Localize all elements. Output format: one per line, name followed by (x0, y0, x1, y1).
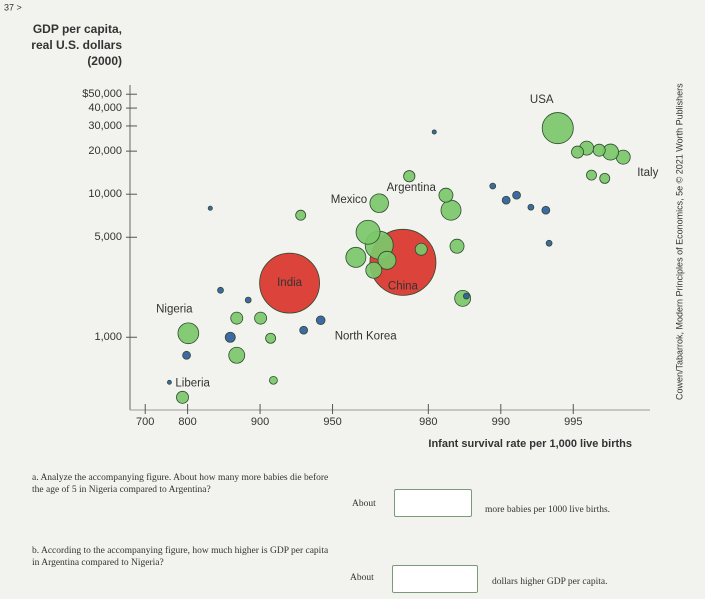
bubble (501, 195, 511, 205)
country-label: Liberia (175, 377, 210, 389)
bubble (207, 205, 213, 211)
bubble (369, 193, 389, 213)
x-tick-label: 990 (492, 416, 510, 428)
bubble (586, 169, 597, 181)
y-axis-label: (2000) (87, 54, 122, 68)
bubble (449, 238, 465, 254)
bubble (228, 346, 246, 364)
country-label: North Korea (335, 330, 398, 342)
bubble (377, 250, 397, 270)
x-tick-label: 980 (419, 416, 437, 428)
x-axis-label: Infant survival rate per 1,000 live birt… (428, 438, 632, 450)
question-b: b. According to the accompanying figure,… (32, 546, 329, 569)
bubble (512, 190, 521, 200)
y-tick-label: 30,000 (88, 120, 122, 132)
y-tick-label: 5,000 (94, 231, 122, 243)
bubble (315, 315, 326, 325)
country-label: USA (530, 94, 554, 106)
y-tick-label: 40,000 (88, 102, 122, 114)
country-label: Argentina (387, 182, 437, 194)
country-label: Nigeria (156, 303, 193, 315)
y-axis-label: GDP per capita, (33, 22, 122, 36)
answer-prefix: About (350, 573, 374, 583)
answer-input[interactable] (392, 565, 478, 593)
bubble (463, 292, 470, 300)
bubble (414, 242, 428, 256)
bubble (440, 199, 462, 221)
bubble (541, 205, 551, 215)
answer-input[interactable] (394, 489, 472, 517)
bubble (365, 261, 383, 279)
bubble (177, 322, 200, 345)
y-tick-label: 1,000 (94, 331, 122, 343)
y-tick-label: $50,000 (82, 88, 122, 100)
y-tick-label: 20,000 (88, 145, 122, 157)
bubble (167, 379, 172, 385)
bubble (599, 172, 611, 184)
bubble (527, 203, 535, 211)
answer-suffix: more babies per 1000 live births. (485, 505, 611, 515)
bubble (345, 246, 367, 268)
bubble (182, 350, 191, 360)
country-label: Italy (637, 167, 658, 179)
bubble (592, 143, 606, 157)
bubble (355, 219, 381, 245)
country-label: Mexico (331, 194, 367, 206)
y-axis-label: real U.S. dollars (31, 38, 122, 52)
bubble (244, 296, 252, 304)
bubble (541, 112, 574, 145)
bubble (299, 325, 309, 335)
x-tick-label: 900 (251, 416, 269, 428)
bubble (403, 170, 416, 183)
x-tick-label: 995 (564, 416, 582, 428)
question-a: a. Analyze the accompanying figure. Abou… (32, 473, 329, 496)
x-tick-label: 800 (178, 416, 196, 428)
x-tick-label: 950 (323, 416, 341, 428)
bubble (438, 187, 454, 203)
bubble (254, 311, 268, 325)
bubble (431, 129, 437, 135)
bubble (571, 145, 584, 159)
answer-prefix: About (352, 499, 376, 509)
answer-suffix: dollars higher GDP per capita. (492, 577, 608, 587)
bubble (295, 209, 307, 221)
page-marker: 37 > (4, 2, 22, 12)
bubble (545, 239, 553, 247)
bubble (224, 331, 236, 343)
country-label: China (388, 280, 419, 292)
bubble (265, 332, 277, 344)
bubble (269, 375, 278, 385)
country-label: India (277, 277, 303, 289)
x-tick-label: 700 (136, 416, 154, 428)
chart: 37 > GDP per capita, real U.S. dollars (… (4, 2, 684, 450)
bubble (217, 286, 224, 294)
bubble (176, 390, 189, 404)
y-tick-label: 10,000 (88, 188, 122, 200)
bubble (230, 311, 244, 325)
bubble (489, 182, 497, 190)
credit: Cowen/Tabarrok, Modern Principles of Eco… (674, 83, 684, 400)
bubble (259, 252, 320, 314)
